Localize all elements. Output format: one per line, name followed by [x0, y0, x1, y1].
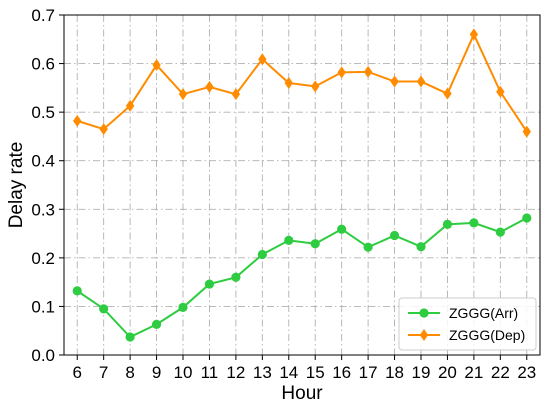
series-line: [76, 32, 528, 133]
x-tick-label: 7: [99, 363, 108, 382]
data-point: [416, 242, 426, 252]
legend-label: ZGGG(Arr): [449, 305, 518, 321]
x-tick-label: 11: [201, 363, 219, 382]
y-tick-label: 0.5: [31, 103, 55, 122]
x-tick-label: 17: [359, 363, 378, 382]
x-tick-label: 9: [152, 363, 161, 382]
y-tick-label: 0.4: [31, 152, 55, 171]
data-point: [151, 319, 162, 329]
data-point: [205, 80, 214, 93]
data-point: [442, 219, 453, 229]
data-point: [284, 235, 294, 245]
legend-item: ZGGG(Arr): [408, 305, 518, 321]
x-tick-label: 8: [125, 363, 134, 382]
data-point: [469, 28, 479, 41]
y-axis-title: Delay rate: [6, 142, 27, 229]
grid: [64, 15, 540, 355]
data-point: [416, 75, 426, 88]
y-tick-label: 0.1: [31, 297, 55, 316]
data-point: [311, 80, 320, 93]
x-axis-title: Hour: [281, 383, 323, 404]
y-tick-label: 0.3: [31, 200, 55, 219]
data-point: [363, 65, 373, 78]
data-point: [125, 332, 135, 342]
data-point: [389, 230, 400, 241]
legend-box: [398, 297, 537, 351]
data-point: [495, 227, 505, 237]
x-tick-label: 18: [385, 363, 404, 382]
series-zggg-arr: [72, 213, 532, 342]
legend: ZGGG(Arr) ZGGG(Dep): [398, 297, 537, 351]
x-tick-label: 23: [517, 363, 536, 382]
legend-item: ZGGG(Dep): [408, 327, 525, 343]
data-point: [257, 249, 267, 260]
data-point: [258, 53, 267, 66]
data-point: [204, 279, 215, 289]
legend-marker: [419, 308, 429, 318]
legend-marker: [419, 329, 429, 341]
data-point: [178, 88, 188, 101]
x-tick-label: 20: [438, 363, 457, 382]
data-point: [72, 286, 82, 296]
y-tick-label: 0.6: [31, 55, 55, 74]
data-point: [443, 87, 452, 100]
data-point: [284, 77, 293, 89]
y-tick-label: 0.0: [31, 346, 55, 365]
x-tick-label: 13: [253, 363, 272, 382]
y-tick-label: 0.7: [31, 6, 55, 25]
data-point: [310, 239, 320, 249]
data-point: [125, 99, 135, 112]
data-point: [152, 59, 161, 72]
data-point: [390, 75, 399, 88]
series-layer: [72, 28, 532, 342]
ticks: 0.0 0.1 0.2 0.3 0.4 0.5 0.6 0.7 6 7 8 9 10 11 12 13 14 15…: [31, 6, 536, 382]
data-point: [99, 123, 108, 136]
data-point: [469, 218, 479, 228]
data-point: [363, 242, 373, 252]
data-point: [496, 85, 505, 98]
x-tick-label: 10: [174, 363, 193, 382]
x-tick-label: 22: [491, 363, 510, 382]
plot-frame: [63, 14, 541, 356]
legend-label: ZGGG(Dep): [449, 327, 525, 343]
data-point: [178, 302, 188, 312]
data-point: [231, 88, 241, 101]
data-point: [73, 114, 82, 127]
x-tick-label: 16: [332, 363, 351, 382]
x-tick-label: 14: [279, 363, 298, 382]
data-point: [99, 304, 109, 314]
x-tick-label: 21: [464, 363, 483, 382]
data-point: [522, 125, 531, 138]
data-point: [337, 66, 346, 79]
x-tick-label: 15: [306, 363, 325, 382]
x-tick-label: 6: [72, 363, 81, 382]
data-point: [522, 213, 532, 223]
x-tick-label: 12: [226, 363, 245, 382]
series-zggg-dep: [73, 28, 531, 138]
x-tick-label: 19: [412, 363, 431, 382]
data-point: [337, 224, 347, 234]
data-point: [231, 272, 241, 282]
y-tick-label: 0.2: [31, 249, 55, 268]
